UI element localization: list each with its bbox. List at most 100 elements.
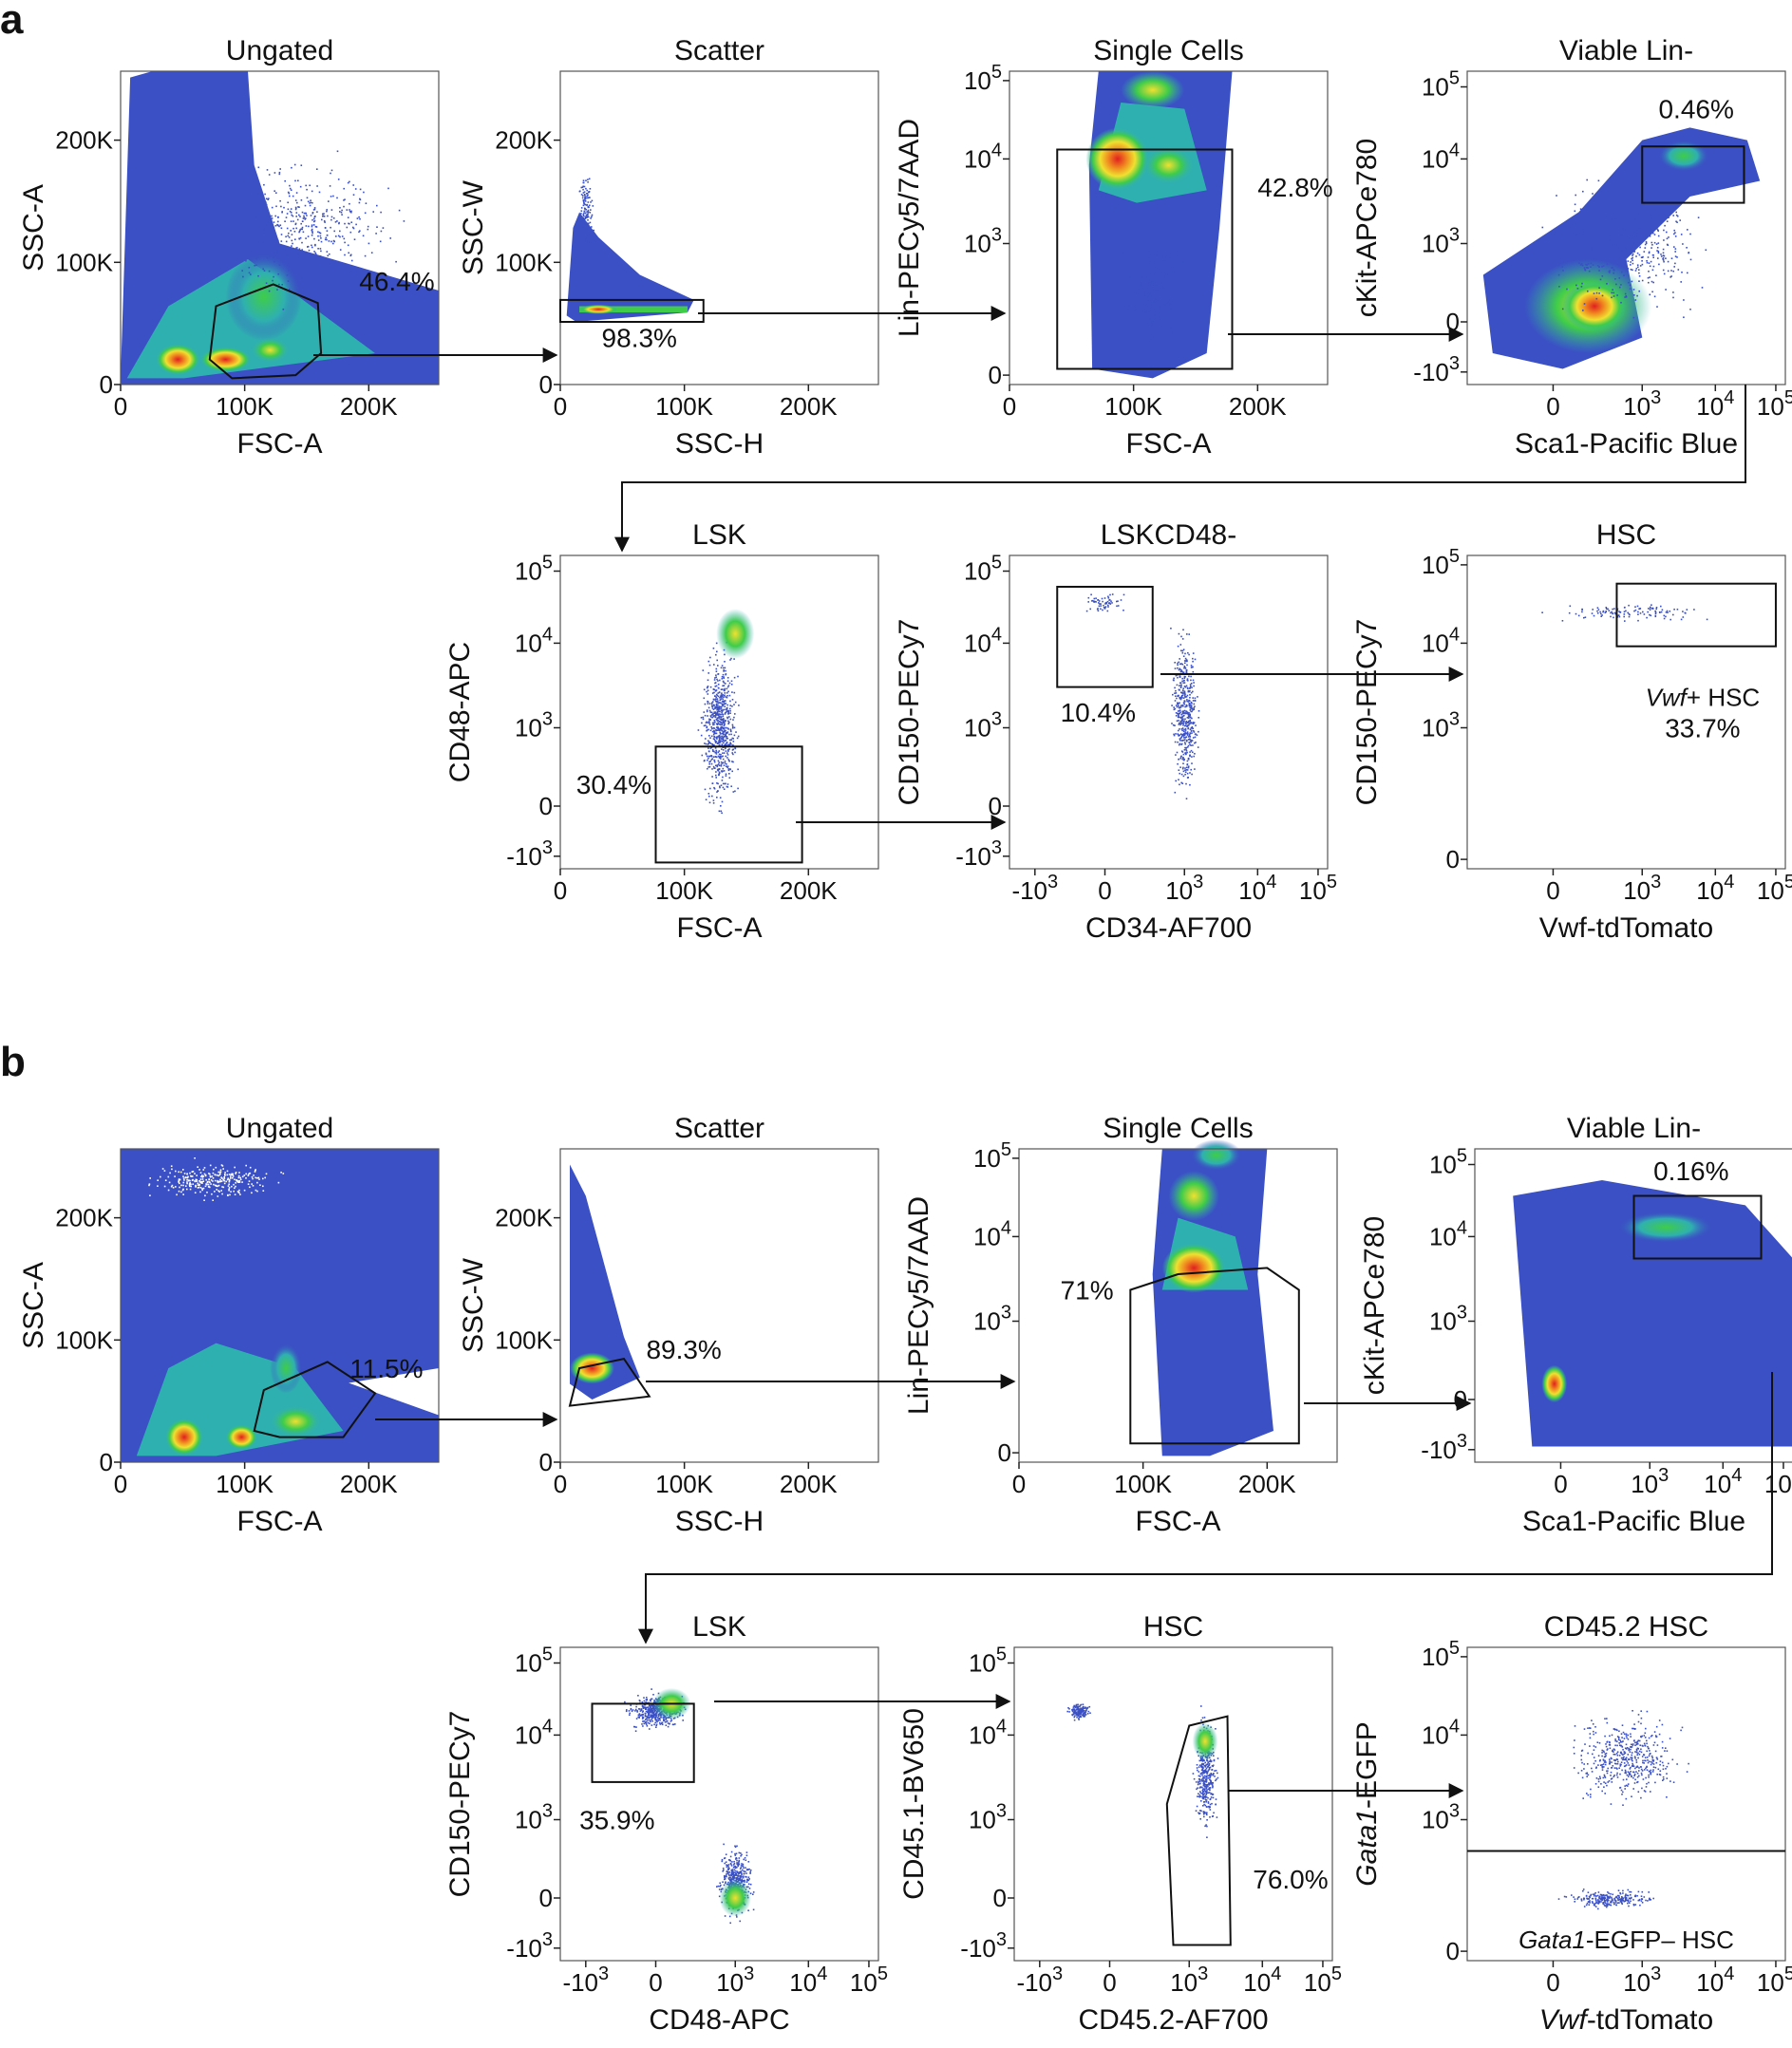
event-dot <box>1120 599 1122 601</box>
event-dot <box>1127 328 1130 330</box>
x-tick-label: 200K <box>1229 392 1287 421</box>
event-dot <box>299 271 302 272</box>
event-dot <box>1609 239 1611 241</box>
event-dot <box>1178 720 1179 722</box>
event-dot <box>359 230 361 232</box>
event-dot <box>1156 262 1158 265</box>
event-dot <box>738 1863 741 1866</box>
event-dot <box>291 245 292 247</box>
event-dot <box>1145 296 1147 299</box>
event-dot <box>1607 222 1610 225</box>
event-dot <box>734 1867 737 1870</box>
event-dot <box>352 227 355 230</box>
event-dot <box>1557 273 1560 276</box>
event-dot <box>1108 602 1110 605</box>
event-dot <box>721 711 723 713</box>
event-dot <box>721 713 724 715</box>
event-dot <box>717 790 719 792</box>
event-dot <box>320 250 322 253</box>
event-dot <box>1172 332 1174 334</box>
event-dot <box>212 207 214 209</box>
event-dot <box>1587 263 1590 265</box>
event-dot <box>1596 233 1599 235</box>
event-dot <box>191 1175 194 1177</box>
event-dot <box>195 1186 197 1188</box>
event-dot <box>580 207 583 209</box>
event-dot <box>708 664 711 667</box>
event-dot <box>219 1171 221 1174</box>
event-dot <box>733 704 735 705</box>
event-dot <box>1166 343 1168 346</box>
event-dot <box>1100 603 1102 605</box>
event-dot <box>1142 310 1145 312</box>
event-dot <box>1628 281 1630 284</box>
event-dot <box>181 1189 184 1192</box>
event-dot <box>719 679 721 682</box>
event-dot <box>1620 200 1622 202</box>
event-dot <box>1651 193 1652 196</box>
event-dot <box>1089 608 1091 611</box>
event-dot <box>1648 251 1651 254</box>
event-dot <box>720 707 723 709</box>
event-dot <box>721 744 723 746</box>
event-dot <box>718 772 721 775</box>
event-dot <box>1666 610 1669 612</box>
event-dot <box>262 1190 265 1192</box>
gate-percentage: 33.7% <box>1665 713 1740 742</box>
event-dot <box>297 253 299 254</box>
event-dot <box>1206 1813 1208 1816</box>
event-dot <box>1177 662 1179 665</box>
event-dot <box>198 1169 200 1171</box>
event-dot <box>239 207 241 210</box>
event-dot <box>1152 309 1155 310</box>
event-dot <box>737 1863 739 1866</box>
event-dot <box>739 1877 742 1880</box>
event-dot <box>1583 267 1586 269</box>
event-dot <box>1177 716 1179 719</box>
event-dot <box>1107 606 1109 608</box>
event-dot <box>252 1185 255 1187</box>
event-dot <box>1179 738 1181 740</box>
event-dot <box>648 1701 650 1704</box>
event-dot <box>212 1199 214 1201</box>
event-dot <box>1132 253 1134 254</box>
event-dot <box>731 752 733 754</box>
event-dot <box>289 248 291 250</box>
event-dot <box>583 210 586 213</box>
event-dot <box>1662 248 1665 251</box>
event-dot <box>1623 248 1626 251</box>
event-dot <box>584 216 586 218</box>
plot-frame <box>559 554 879 870</box>
event-dot <box>1194 733 1197 736</box>
event-dot <box>1208 1775 1210 1776</box>
event-dot <box>736 1862 738 1864</box>
event-dot <box>582 215 585 216</box>
event-dot <box>330 169 333 172</box>
event-dot <box>247 1174 250 1176</box>
event-dot <box>1182 721 1185 723</box>
event-dot <box>733 716 735 719</box>
event-dot <box>741 1863 743 1865</box>
event-dot <box>1187 687 1189 689</box>
event-dot <box>1636 233 1638 235</box>
event-dot <box>1075 1704 1078 1706</box>
event-dot <box>328 240 330 242</box>
event-dot <box>711 782 714 784</box>
event-dot <box>1601 275 1604 277</box>
event-dot <box>186 1188 188 1191</box>
event-dot <box>585 197 587 199</box>
event-dot <box>336 220 338 222</box>
event-dot <box>734 751 736 754</box>
event-dot <box>1158 329 1160 331</box>
x-tick-label: 0 <box>554 876 567 905</box>
event-dot <box>1179 709 1180 712</box>
x-tick-label: 200K <box>340 392 398 421</box>
event-dot <box>1079 1704 1082 1706</box>
event-dot <box>1605 228 1608 231</box>
event-dot <box>1134 307 1136 310</box>
event-dot <box>1190 675 1192 678</box>
event-dot <box>730 730 732 733</box>
event-dot <box>1200 1800 1202 1802</box>
event-dot <box>1188 702 1191 705</box>
